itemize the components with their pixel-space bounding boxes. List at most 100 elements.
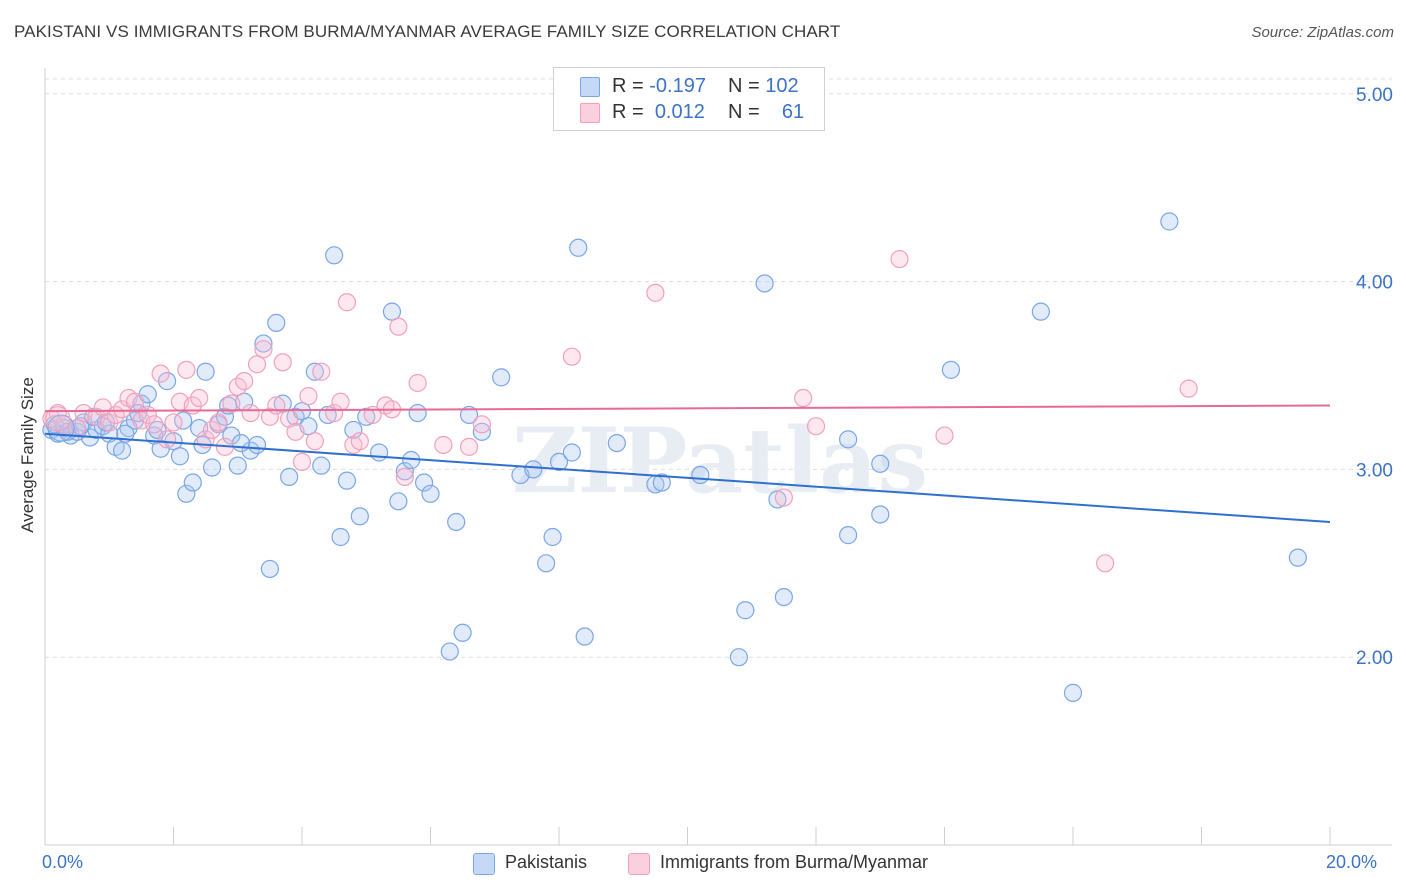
burma-point xyxy=(325,403,344,423)
pakistanis-point xyxy=(459,405,479,425)
pakistanis-point xyxy=(389,492,408,511)
pakistanis-point xyxy=(472,422,491,441)
x-tick-min: 0.0% xyxy=(42,852,84,872)
burma-point xyxy=(774,488,793,507)
burma-point xyxy=(434,435,453,455)
pakistanis-point xyxy=(839,430,858,449)
pakistanis-point xyxy=(543,527,562,547)
burma-point xyxy=(202,420,222,440)
burma-point xyxy=(164,413,183,432)
burma-point xyxy=(890,249,909,269)
burma-point xyxy=(395,467,414,487)
pakistanis-point xyxy=(370,443,389,462)
pakistanis-point xyxy=(231,433,251,453)
pakistanis-point xyxy=(337,471,357,490)
x-tick-max: 20.0% xyxy=(1326,852,1378,872)
pakistanis-point xyxy=(228,456,247,475)
pakistanis-point xyxy=(344,420,363,440)
burma-point xyxy=(190,388,209,408)
pakistanis-point xyxy=(1063,683,1083,702)
burma-point xyxy=(299,387,318,406)
pakistanis-point xyxy=(1031,302,1050,321)
y-axis-label: Average Family Size xyxy=(18,377,37,533)
pakistanis-point xyxy=(440,642,459,661)
pakistanis-point xyxy=(729,648,749,667)
pakistanis-point xyxy=(537,554,556,573)
burma-point xyxy=(935,426,954,445)
pakistanis-point xyxy=(305,362,324,381)
pakistanis-point xyxy=(170,447,190,466)
pakistanis-point xyxy=(247,435,267,455)
pakistanis-point xyxy=(774,587,793,607)
burma-point xyxy=(646,283,665,302)
pakistanis-point xyxy=(312,456,331,475)
r-label: R = xyxy=(612,75,644,97)
pakistanis-point xyxy=(562,443,581,462)
pakistanis-trend-line xyxy=(44,432,1331,523)
pakistanis-point xyxy=(421,484,440,503)
burma-point xyxy=(286,422,305,441)
pakistanis-point xyxy=(871,454,890,473)
pakistanis-swatch xyxy=(580,77,600,97)
burma-point xyxy=(145,415,164,434)
burma-point xyxy=(260,407,279,426)
burma-point xyxy=(100,413,119,432)
pakistanis-point xyxy=(148,420,167,440)
pakistanis-point xyxy=(755,274,774,293)
pakistanis-point xyxy=(325,246,344,265)
burma-point xyxy=(254,340,273,359)
pakistanis-point xyxy=(736,601,755,620)
y-tick-label: 5.00 xyxy=(1356,85,1393,106)
burma-point xyxy=(235,372,254,391)
pakistanis-point xyxy=(549,452,569,471)
pakistanis-point xyxy=(273,394,292,413)
burma-point xyxy=(151,364,170,383)
pakistanis-point xyxy=(112,441,132,460)
r-label: R = xyxy=(612,101,644,123)
burma-point xyxy=(292,452,312,471)
n-label: N = xyxy=(728,101,760,123)
r-value: -0.197 xyxy=(649,75,706,97)
pakistanis-point xyxy=(414,473,434,492)
pakistanis-point xyxy=(652,473,671,492)
r-stat: R = 0.012 xyxy=(612,101,705,124)
pakistanis-point xyxy=(222,426,241,445)
pakistanis-point xyxy=(575,627,594,646)
pakistanis-point xyxy=(1160,212,1179,231)
burma-point xyxy=(472,415,491,434)
burma-point xyxy=(337,293,357,312)
burma-swatch xyxy=(580,103,600,123)
pakistanis-point xyxy=(941,360,961,379)
burma-point xyxy=(1179,379,1198,398)
source-credit: Source: ZipAtlas.com xyxy=(1251,24,1394,41)
pakistanis-point xyxy=(357,407,376,426)
burma-point xyxy=(267,396,286,415)
pakistanis-point xyxy=(871,505,890,524)
burma-point xyxy=(806,417,826,436)
y-tick-labels: 2.00 3.00 4.00 5.00 xyxy=(1356,85,1393,669)
y-tick-label: 3.00 xyxy=(1356,460,1393,481)
pakistanis-point xyxy=(183,473,202,492)
burma-point xyxy=(45,406,71,432)
n-stat: N = 102 xyxy=(728,75,799,98)
burma-point xyxy=(305,432,324,451)
pakistanis-point xyxy=(447,512,466,532)
legend-label: Immigrants from Burma/Myanmar xyxy=(660,852,929,872)
trend-lines xyxy=(44,404,1331,523)
y-tick-label: 2.00 xyxy=(1356,648,1393,669)
pakistanis-point xyxy=(395,462,414,481)
burma-trend-line xyxy=(44,404,1331,413)
pakistanis-point xyxy=(196,362,215,381)
stats-legend: R = -0.197 N = 102 R = 0.012 N = 61 xyxy=(553,67,825,131)
burma-point xyxy=(1096,554,1115,573)
n-stat: N = 61 xyxy=(728,101,804,124)
r-stat: R = -0.197 xyxy=(612,75,706,98)
chart-title: PAKISTANI VS IMMIGRANTS FROM BURMA/MYANM… xyxy=(14,22,841,41)
pakistanis-point xyxy=(1288,548,1307,567)
watermark: ZIPatlas xyxy=(512,408,928,514)
pakistanis-point xyxy=(202,458,222,477)
pakistanis-point xyxy=(691,465,710,485)
burma-point xyxy=(273,353,292,372)
r-value: 0.012 xyxy=(654,101,705,123)
burma-point xyxy=(794,388,813,408)
